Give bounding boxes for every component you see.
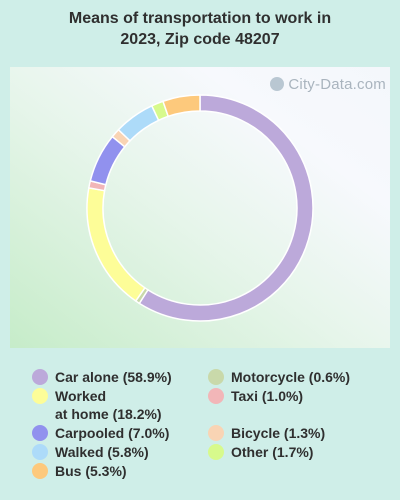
watermark-text: City-Data.com <box>288 76 386 93</box>
plot-area <box>10 67 390 348</box>
donut-slice-0 <box>138 94 314 322</box>
city-data-logo-icon <box>270 77 285 91</box>
chart-title-line-2: 2023, Zip code 48207 <box>120 31 280 48</box>
donut-slice-6 <box>117 104 160 142</box>
chart-title: Means of transportation to work in 2023,… <box>0 8 400 50</box>
donut-slice-8 <box>162 94 201 118</box>
donut-slice-4 <box>89 135 126 186</box>
chart-title-line-1: Means of transportation to work in <box>68 10 332 27</box>
watermark: City-Data.com <box>270 76 386 93</box>
donut-slice-2 <box>86 186 146 303</box>
